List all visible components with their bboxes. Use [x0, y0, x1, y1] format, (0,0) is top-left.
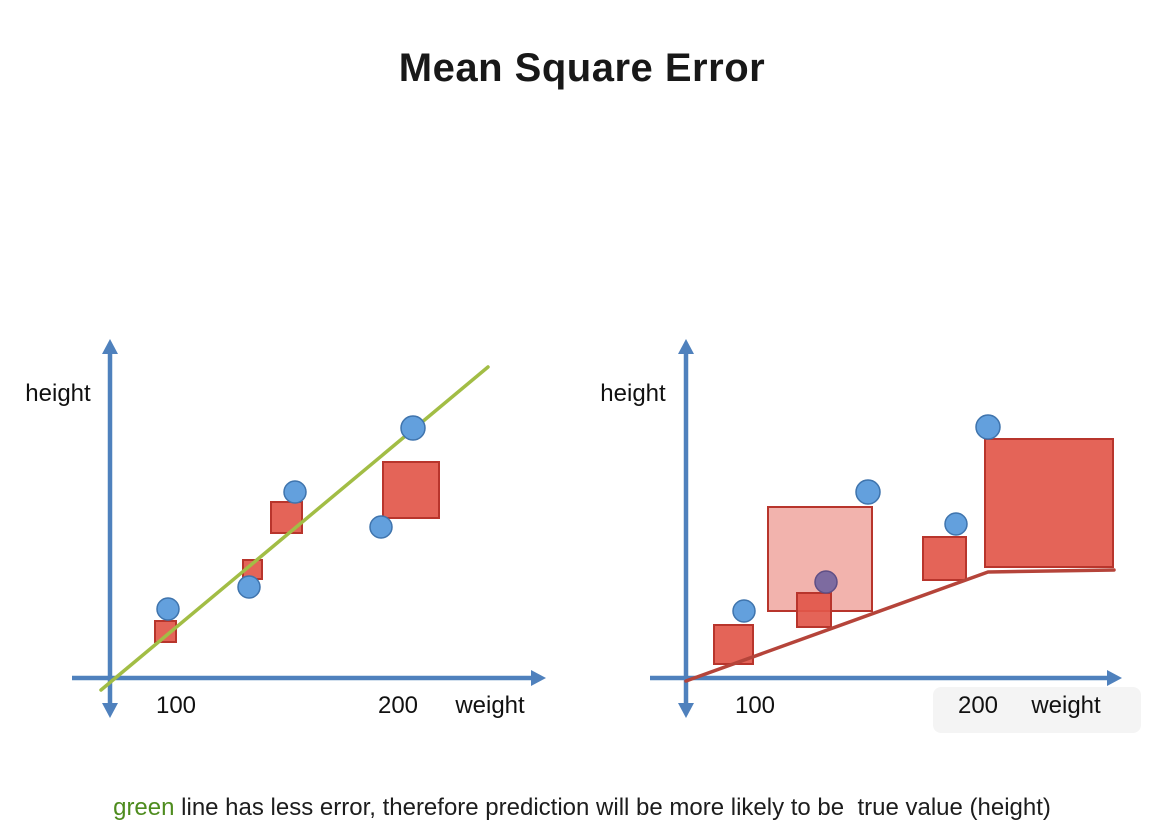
data-point [944, 512, 968, 536]
fit-line-green [99, 365, 490, 692]
x-tick-100-left: 100 [155, 692, 197, 719]
axis-arrowhead [102, 339, 118, 354]
error-square [984, 438, 1114, 568]
caption-green-word: green [113, 794, 175, 821]
y-axis-label-left: height [25, 380, 91, 407]
data-point [237, 575, 261, 599]
error-square [922, 536, 967, 581]
error-square [154, 620, 177, 643]
data-point [975, 414, 1001, 440]
axis-arrowhead [678, 703, 694, 718]
faint-highlight-box [933, 687, 1141, 733]
x-tick-100-right: 100 [734, 692, 776, 719]
data-point [369, 515, 393, 539]
plot-right [650, 339, 1122, 718]
x-tick-200-right: 200 [957, 692, 999, 719]
caption: green line has less error, therefore pre… [0, 794, 1164, 822]
data-point-purple [814, 570, 838, 594]
y-axis-label-right: height [600, 380, 666, 407]
axis-arrowhead [102, 703, 118, 718]
data-point [732, 599, 756, 623]
plot-left [72, 339, 546, 718]
caption-rest: line has less error, therefore predictio… [174, 794, 1051, 821]
axis-arrowhead [1107, 670, 1122, 686]
error-square [796, 592, 832, 628]
axis-arrowhead [678, 339, 694, 354]
data-point [283, 480, 307, 504]
fit-line-red [684, 568, 1116, 683]
x-axis-label-left: weight [455, 692, 525, 719]
page-title: Mean Square Error [398, 46, 766, 90]
error-square [382, 461, 440, 519]
x-axis-label-right: weight [1031, 692, 1101, 719]
data-point [855, 479, 881, 505]
x-tick-200-left: 200 [377, 692, 419, 719]
data-point [156, 597, 180, 621]
data-point [400, 415, 426, 441]
axis-arrowhead [531, 670, 546, 686]
